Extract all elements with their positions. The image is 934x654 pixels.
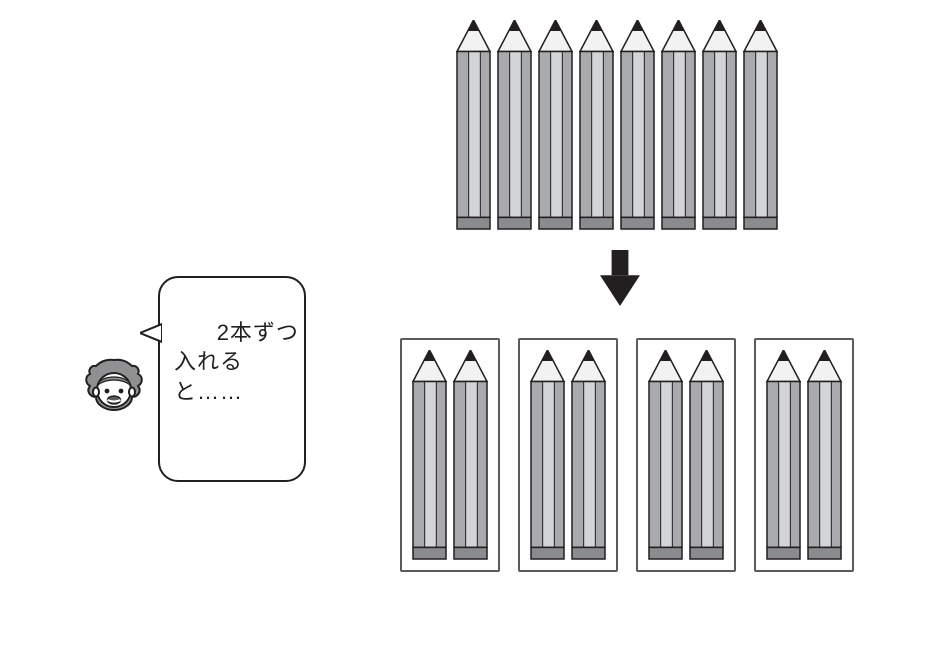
pencil-icon [689, 350, 724, 560]
pencil-icon [497, 20, 532, 230]
pencil-icon [743, 20, 778, 230]
speech-text: 2本ずつ 入れる と…… [174, 320, 299, 404]
pencil-icon [661, 20, 696, 230]
pencil-icon [766, 350, 801, 560]
speech-bubble-tail-icon [140, 322, 162, 344]
pencil-icon [412, 350, 447, 560]
pencil-row-ungrouped [456, 20, 778, 230]
pencil-icon [807, 350, 842, 560]
pencil-row-grouped [400, 338, 854, 572]
pencil-icon [538, 20, 573, 230]
pencil-icon [620, 20, 655, 230]
pencil-icon [579, 20, 614, 230]
pencil-group-box [518, 338, 618, 572]
arrow-down-icon [600, 250, 640, 311]
pencil-group-box [754, 338, 854, 572]
pencil-icon [453, 350, 488, 560]
pencil-icon [530, 350, 565, 560]
character-with-speech: 2本ずつ 入れる と…… [82, 290, 300, 482]
speech-bubble: 2本ずつ 入れる と…… [158, 276, 306, 482]
pencil-group-box [636, 338, 736, 572]
pencil-group-box [400, 338, 500, 572]
child-face-icon [82, 354, 146, 418]
pencil-icon [456, 20, 491, 230]
pencil-icon [702, 20, 737, 230]
diagram: 2本ずつ 入れる と…… [0, 0, 934, 654]
pencil-icon [648, 350, 683, 560]
pencil-icon [571, 350, 606, 560]
